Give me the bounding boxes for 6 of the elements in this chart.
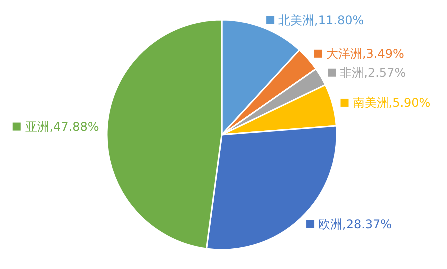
legend-label: 南美洲,5.90%	[352, 96, 431, 110]
legend-label: 非洲,2.57%	[340, 66, 406, 80]
legend-label: 欧洲,28.37%	[318, 218, 392, 232]
legend-label: 亚洲,47.88%	[26, 120, 100, 134]
legend-label: 北美洲,11.80%	[278, 14, 364, 28]
legend-label: 大洋洲,3.49%	[326, 47, 404, 62]
